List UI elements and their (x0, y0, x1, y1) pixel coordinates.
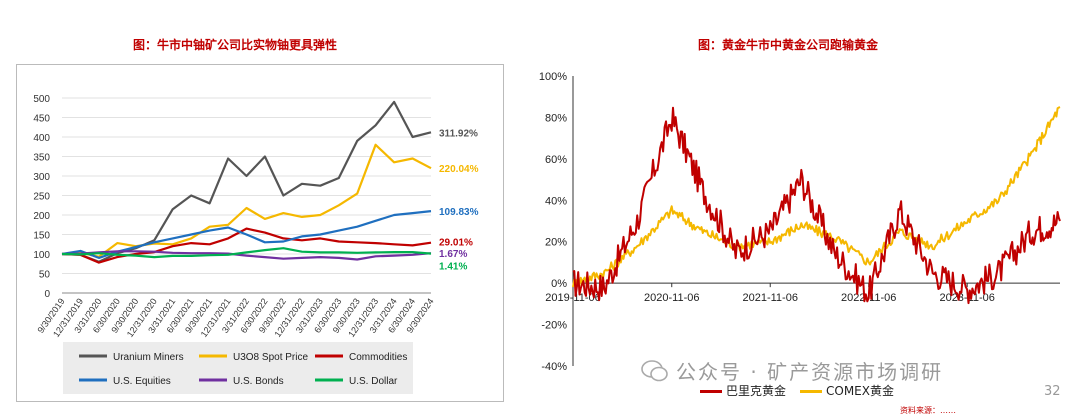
y-tick-label: 450 (33, 114, 50, 125)
y-tick-label: 300 (33, 172, 50, 183)
series-line-1 (61, 143, 432, 258)
left-chart-title: 图：牛市中铀矿公司比实物铀更具弹性 (133, 38, 338, 52)
legend-swatch (800, 390, 822, 393)
wechat-icon (641, 360, 668, 382)
page-number: 32 (1044, 384, 1061, 399)
y-tick-label: 500 (33, 94, 50, 105)
right-chart-title: 图：黄金牛市中黄金公司跑输黄金 (698, 38, 879, 52)
watermark: 公众号 · 矿产资源市场调研 (676, 360, 944, 384)
y-tick-label: 100% (539, 71, 567, 83)
source-note: 资料来源：…… (900, 406, 956, 415)
y-tick-label: 200 (33, 211, 50, 222)
left-chart-panel: 0 50 100 150 200 250 300 350 400 450 500 9/30/2019 1… (16, 64, 504, 402)
y-tick-label: 0 (44, 289, 50, 300)
y-tick-label: 20% (545, 237, 567, 249)
legend-label: U.S. Equities (113, 376, 171, 387)
series-line-0 (572, 106, 1061, 305)
y-tick-label: 400 (33, 133, 50, 144)
y-tick-label: 250 (33, 192, 50, 203)
y-tick-label: -20% (541, 320, 567, 332)
legend-item-barrick: 巴里克黄金 (700, 382, 786, 399)
end-value-label: 29.01% (439, 238, 473, 249)
y-tick-label: 40% (545, 195, 567, 207)
series-line-4 (61, 250, 432, 261)
end-value-label: 311.92% (439, 128, 478, 139)
y-tick-label: 50 (39, 270, 51, 281)
end-value-label: 1.41% (439, 262, 467, 273)
end-value-label: 1.67% (439, 249, 467, 260)
legend-label: U.S. Bonds (233, 376, 284, 387)
legend-label: U.S. Dollar (349, 376, 398, 387)
right-chart: -40%-20%0%20%40%60%80%100%2019-11-06 2020… (539, 71, 1061, 373)
y-tick-label: 350 (33, 153, 50, 164)
legend-label: Commodities (349, 352, 407, 363)
y-tick-label: 100 (33, 250, 50, 261)
end-value-label: 109.83% (439, 207, 479, 218)
series-line-5 (61, 247, 432, 259)
legend-label: COMEX黄金 (826, 384, 894, 398)
y-tick-label: 0% (551, 278, 567, 290)
series-line-0 (61, 100, 432, 263)
legend-item-comex: COMEX黄金 (800, 382, 894, 399)
end-value-label: 220.04% (439, 164, 479, 175)
left-chart: 0501001502002503003504004505009/30/20191… (33, 94, 479, 394)
y-tick-label: -40% (541, 361, 567, 373)
y-tick-label: 60% (545, 154, 567, 166)
legend-swatch (700, 390, 722, 393)
series-line-1 (572, 106, 1061, 288)
y-tick-label: 150 (33, 231, 50, 242)
legend-label: 巴里克黄金 (726, 384, 787, 398)
x-tick-label: 2020-11-06 (644, 292, 699, 304)
x-tick-label: 2021-11-06 (743, 292, 798, 304)
legend-box (63, 342, 413, 394)
y-tick-label: 80% (545, 112, 567, 124)
legend-label: U3O8 Spot Price (233, 352, 308, 363)
series-line-3 (61, 210, 432, 259)
legend-label: Uranium Miners (113, 352, 184, 363)
